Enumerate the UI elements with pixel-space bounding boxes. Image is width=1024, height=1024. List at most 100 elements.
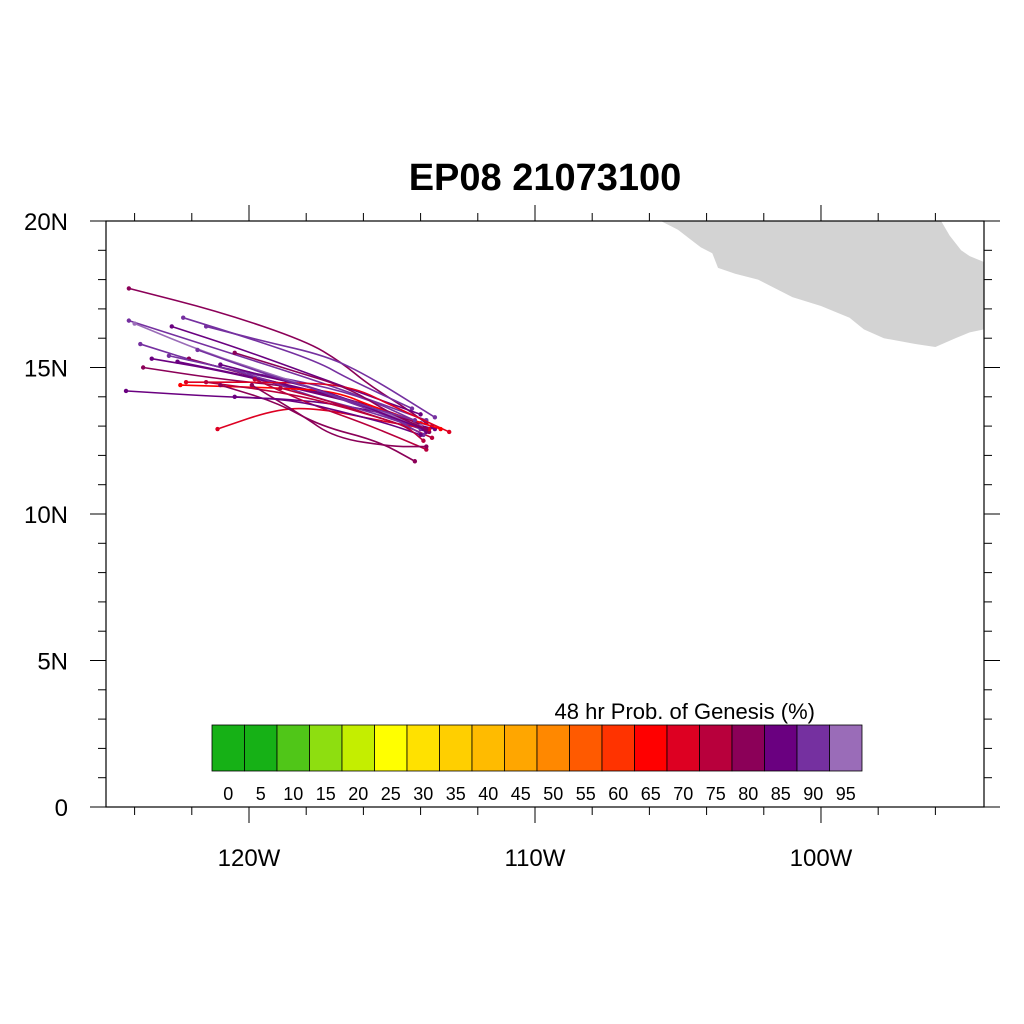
legend-label: 60 <box>608 784 628 804</box>
track-start-point <box>421 438 426 443</box>
track-end-point <box>149 356 154 361</box>
storm-track-line <box>234 396 421 436</box>
legend-label: 85 <box>771 784 791 804</box>
track-start-point <box>418 412 423 417</box>
track-start-point <box>412 459 418 464</box>
legend-label: 35 <box>446 784 466 804</box>
lat-label: 5N <box>37 649 68 676</box>
legend-label: 75 <box>706 784 726 804</box>
track-end-point <box>181 315 186 320</box>
legend-swatch <box>309 724 343 772</box>
legend-swatch <box>374 724 408 772</box>
lat-label: 0 <box>55 795 68 822</box>
track-end-point <box>278 385 283 391</box>
legend-label: 15 <box>316 784 336 804</box>
legend-swatch <box>569 724 603 772</box>
storm-track-line <box>254 378 427 451</box>
legend-label: 5 <box>256 784 266 804</box>
track-end-point <box>203 379 209 385</box>
legend-swatch <box>244 724 278 772</box>
track-end-point <box>169 324 174 329</box>
legend-label: 40 <box>478 784 498 804</box>
storm-track-line <box>168 354 421 430</box>
lat-label: 10N <box>24 502 68 529</box>
legend-label: 30 <box>413 784 433 804</box>
land-mass <box>660 221 984 347</box>
track-end-point <box>175 359 180 364</box>
mexico-coast-land <box>660 221 984 347</box>
track-end-point <box>218 362 223 367</box>
track-start-point <box>446 429 452 435</box>
track-end-point <box>203 324 209 329</box>
legend-swatch <box>439 724 473 772</box>
track-end-point <box>132 321 137 326</box>
legend-label: 50 <box>543 784 563 804</box>
legend-swatch <box>666 724 700 772</box>
legend-label: 70 <box>673 784 693 804</box>
track-start-point <box>412 418 418 423</box>
legend-label: 10 <box>283 784 303 804</box>
legend-label: 25 <box>381 784 401 804</box>
legend-label: 95 <box>836 784 856 804</box>
track-start-point <box>429 435 435 441</box>
track-end-point <box>218 382 223 388</box>
legend-swatch <box>406 724 440 772</box>
track-end-point <box>252 377 257 382</box>
legend-swatch <box>829 724 863 772</box>
track-end-point <box>166 353 172 358</box>
storm-track-line <box>182 316 413 410</box>
lon-label: 120W <box>218 845 281 872</box>
storm-track-line <box>205 325 436 418</box>
legend-swatch <box>471 724 505 772</box>
track-end-point <box>140 365 146 370</box>
legend-label: 20 <box>348 784 368 804</box>
storm-track-line <box>128 287 427 424</box>
storm-tracks <box>123 286 452 464</box>
legend-label: 90 <box>803 784 823 804</box>
track-start-point <box>424 444 429 449</box>
legend-swatch <box>601 724 635 772</box>
storm-track-line <box>197 349 416 422</box>
track-end-point <box>126 318 132 323</box>
legend-label: 65 <box>641 784 661 804</box>
legend-label: 80 <box>738 784 758 804</box>
lon-label: 100W <box>790 845 853 872</box>
storm-track-line <box>280 387 424 442</box>
track-end-point <box>183 379 189 385</box>
storm-track-line <box>180 384 441 430</box>
track-end-point <box>195 347 200 353</box>
legend-swatch <box>536 724 570 772</box>
legend-title: 48 hr Prob. of Genesis (%) <box>555 699 815 724</box>
legend-label: 45 <box>511 784 531 804</box>
track-end-point <box>123 388 129 394</box>
track-end-point <box>249 382 255 388</box>
track-end-point <box>232 394 237 399</box>
legend-label: 55 <box>576 784 596 804</box>
storm-track-line <box>171 325 421 416</box>
storm-track-line <box>186 381 450 433</box>
legend-swatch <box>731 724 765 772</box>
track-start-point <box>438 426 443 432</box>
legend-swatch <box>634 724 668 772</box>
track-start-point <box>424 426 429 432</box>
legend-swatch <box>699 724 733 772</box>
legend-swatch <box>796 724 830 772</box>
track-end-point <box>126 286 132 291</box>
track-end-point <box>178 382 183 388</box>
storm-track-line <box>220 384 416 462</box>
legend-swatch <box>276 724 310 772</box>
track-end-point <box>232 350 237 356</box>
probability-legend: 48 hr Prob. of Genesis (%) 0 5 10 15 20 25 30 35… <box>211 699 863 804</box>
lat-label: 15N <box>24 356 68 383</box>
track-end-point <box>138 341 143 347</box>
map-ticks: 0 5N 10N 15N 20N 120W 110W 100W <box>24 205 1000 872</box>
legend-swatch <box>211 724 245 772</box>
legend-swatch <box>504 724 538 772</box>
lat-label: 20N <box>24 209 68 236</box>
map-frame <box>105 220 985 808</box>
track-end-point <box>215 426 220 432</box>
legend-label: 0 <box>223 784 233 804</box>
map-title: EP08 21073100 <box>409 157 682 199</box>
track-start-point <box>409 406 415 411</box>
